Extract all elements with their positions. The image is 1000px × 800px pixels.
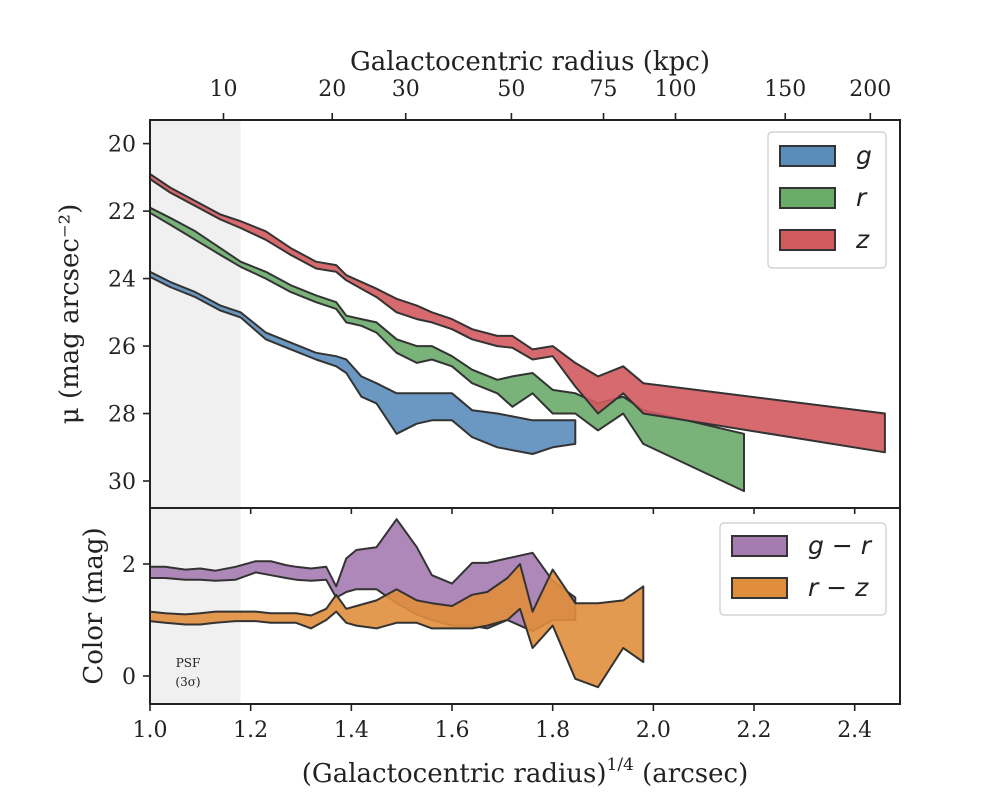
legend-label-g: g (856, 141, 872, 170)
x-tick-label: 1.8 (535, 718, 570, 743)
legend-label-right: r (861, 531, 873, 560)
x-tick-label: 1.6 (435, 718, 470, 743)
legend-label-z: z (855, 225, 870, 254)
bottom-legend: g − rr − z (719, 522, 887, 616)
top-panel: 20 22 24 26 28 30 10 20 30 50 75 100 150 200 μ (mag … (55, 47, 901, 514)
secondary-tick-label: 100 (655, 77, 697, 102)
x-label-superscript: 1/4 (607, 755, 634, 775)
legend-label-minus: − (818, 573, 855, 602)
legend-label-r-z: r − z (808, 573, 869, 602)
x-tick-label: 1.0 (133, 718, 168, 743)
legend-label-left: g (808, 531, 824, 560)
top-y-ticks: 20 22 24 26 28 30 (108, 133, 150, 495)
secondary-tick-label: 50 (497, 77, 525, 102)
bottom-x-ticks: 1.0 1.2 1.4 1.6 1.8 2.0 2.2 2.4 (133, 704, 872, 743)
x-tick-label: 1.2 (233, 718, 268, 743)
x-label-main: (Galactocentric radius) (302, 759, 607, 789)
secondary-tick-label: 30 (392, 77, 420, 102)
x-label-unit: (arcsec) (634, 759, 748, 789)
top-legend: grz (767, 131, 887, 269)
secondary-tick-label: 75 (590, 77, 618, 102)
bottom-y-ticks: 02 (122, 553, 150, 690)
legend-swatch-g (779, 145, 836, 167)
x-tick-label: 2.0 (636, 718, 671, 743)
secondary-tick-label: 150 (764, 77, 806, 102)
secondary-x-ticks: 10 20 30 50 75 100 150 200 (209, 77, 891, 120)
top-bands (149, 173, 886, 493)
y-tick-label: 22 (108, 200, 136, 225)
bottom-axes-frame (149, 507, 901, 705)
bottom-y-axis-label: Color (mag) (79, 527, 109, 684)
legend-label-g-r: g − r (808, 531, 873, 560)
secondary-tick-label: 10 (209, 77, 237, 102)
x-tick-label: 2.4 (837, 718, 872, 743)
x-tick-label: 2.2 (737, 718, 772, 743)
color-y-tick-label: 0 (122, 665, 136, 690)
x-tick-label: 1.4 (334, 718, 369, 743)
band-r (149, 206, 745, 493)
psf-shaded-region-top (150, 120, 241, 508)
y-tick-label: 30 (108, 470, 136, 495)
y-tick-label: 24 (108, 268, 136, 293)
psf-label: PSF (176, 656, 201, 670)
legend-swatch-r-z (731, 577, 788, 599)
y-tick-label: 20 (108, 133, 136, 158)
band-g (149, 270, 577, 455)
legend-label-minus: − (824, 531, 861, 560)
color-y-tick-label: 2 (122, 553, 136, 578)
legend-swatch-g-r (731, 535, 788, 557)
top-y-axis-label: μ (mag arcsec⁻²) (55, 204, 85, 424)
band-r-z (149, 563, 645, 689)
y-tick-label: 28 (108, 403, 136, 428)
y-tick-label: 26 (108, 335, 136, 360)
band-z (149, 173, 886, 454)
legend-label-r: r (856, 183, 868, 212)
bottom-panel: 02 1.0 1.2 1.4 1.6 1.8 2.0 2.2 2.4 Color (mag) … (79, 507, 901, 789)
bottom-x-axis-label: (Galactocentric radius)1/4 (arcsec) (302, 755, 748, 789)
psf-shaded-region-bottom (150, 508, 241, 704)
secondary-x-axis-label: Galactocentric radius (kpc) (350, 47, 710, 77)
legend-label-left: r (808, 573, 820, 602)
legend-swatch-r (779, 187, 836, 209)
bottom-bands (149, 518, 645, 689)
legend-label-right: z (854, 573, 869, 602)
psf-sigma-label: (3σ) (175, 675, 200, 689)
legend-swatch-z (779, 229, 836, 251)
secondary-tick-label: 200 (849, 77, 891, 102)
secondary-tick-label: 20 (318, 77, 346, 102)
